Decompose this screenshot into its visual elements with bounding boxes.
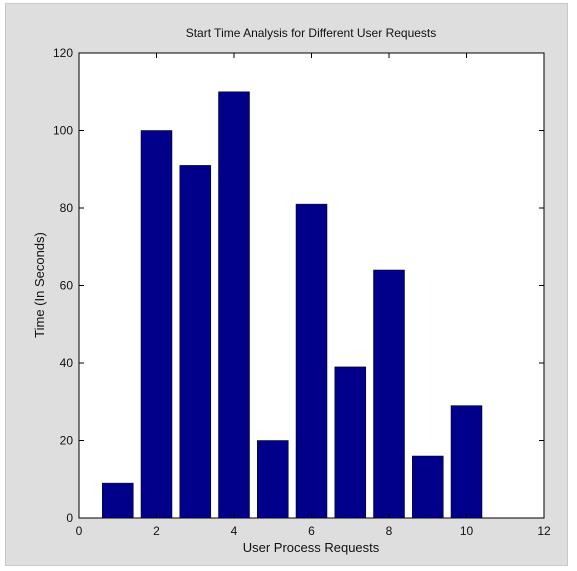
x-tick-label: 0 (76, 524, 83, 538)
x-tick-label: 12 (537, 524, 551, 538)
x-tick-label: 6 (308, 524, 315, 538)
chart-figure: 0 2 4 6 8 10 12 0 20 40 60 80 100 120 Start Time Ana… (5, 3, 568, 566)
x-axis-title: User Process Requests (243, 540, 380, 555)
x-tick-label: 10 (460, 524, 474, 538)
y-tick-label: 20 (60, 434, 74, 448)
bar-7 (334, 366, 367, 519)
bar-2 (140, 130, 173, 519)
bar-4 (218, 91, 250, 519)
chart-title: Start Time Analysis for Different User R… (186, 26, 437, 40)
x-tick-label: 8 (386, 524, 393, 538)
y-tick-label: 40 (60, 356, 74, 370)
bar-5 (257, 440, 289, 519)
x-ticks-group: 0 2 4 6 8 10 12 (76, 53, 551, 538)
bar-10 (450, 405, 483, 519)
x-tick-label: 2 (153, 524, 160, 538)
bar-1 (102, 482, 134, 519)
bar-9 (412, 455, 444, 519)
bars-group (102, 91, 483, 519)
bar-8 (373, 269, 405, 519)
bar-6 (295, 203, 328, 519)
y-ticks-group: 0 20 40 60 80 100 120 (53, 46, 544, 525)
y-tick-label: 0 (66, 511, 73, 525)
y-tick-label: 60 (60, 279, 74, 293)
y-tick-label: 120 (53, 46, 73, 60)
x-tick-label: 4 (231, 524, 238, 538)
y-tick-label: 80 (60, 201, 74, 215)
y-axis-title: Time (In Seconds) (32, 232, 47, 338)
y-tick-label: 100 (53, 124, 73, 138)
chart-svg: 0 2 4 6 8 10 12 0 20 40 60 80 100 120 Start Time Ana… (32, 26, 551, 555)
bar-3 (179, 165, 212, 519)
